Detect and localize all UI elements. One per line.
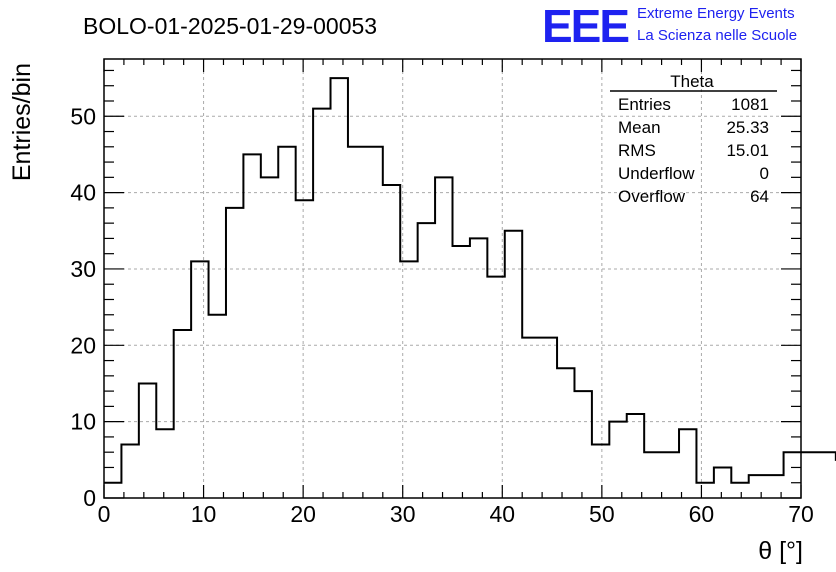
x-axis-label: θ [°] — [758, 537, 803, 565]
x-tick-label: 0 — [98, 501, 111, 527]
stats-box: Theta Entries 1081 Mean 25.33 RMS 15.01 Underf… — [610, 72, 777, 206]
y-axis-label: Entries/bin — [8, 63, 36, 181]
stats-label: RMS — [618, 141, 656, 160]
x-tick-label: 50 — [589, 501, 615, 527]
stats-rows: Entries 1081 Mean 25.33 RMS 15.01 Underflow 0 Ov… — [618, 95, 769, 206]
stats-value: 15.01 — [726, 141, 769, 160]
chart-title: BOLO-01-2025-01-29-00053 — [83, 13, 377, 39]
y-tick-label: 20 — [70, 332, 96, 358]
stats-value: 64 — [750, 187, 769, 206]
x-tick-labels: 0 10 20 30 40 50 60 70 — [98, 501, 814, 527]
x-tick-label: 20 — [290, 501, 316, 527]
plot-frame — [103, 58, 802, 499]
y-tick-label: 40 — [70, 180, 96, 206]
stats-value: 1081 — [731, 95, 769, 114]
x-tick-label: 40 — [489, 501, 515, 527]
y-tick-label: 10 — [70, 409, 96, 435]
axis-ticks — [103, 59, 802, 499]
logo-line-2: La Scienza nelle Scuole — [637, 27, 797, 44]
stats-label: Underflow — [618, 164, 695, 183]
y-tick-label: 50 — [70, 103, 96, 129]
stats-label: Overflow — [618, 187, 686, 206]
eee-logo-mark: EEE — [542, 0, 628, 52]
stats-label: Mean — [618, 118, 661, 137]
stats-value: 25.33 — [726, 118, 769, 137]
x-tick-label: 30 — [390, 501, 416, 527]
y-tick-label: 0 — [83, 485, 96, 511]
eee-logo: EEE Extreme Energy Events La Scienza nel… — [542, 0, 797, 52]
stats-label: Entries — [618, 95, 671, 114]
x-tick-label: 10 — [191, 501, 217, 527]
x-tick-label: 60 — [689, 501, 715, 527]
y-tick-labels: 0 10 20 30 40 50 — [70, 103, 96, 511]
logo-line-1: Extreme Energy Events — [637, 5, 795, 22]
y-tick-label: 30 — [70, 256, 96, 282]
x-tick-label: 70 — [788, 501, 814, 527]
stats-value: 0 — [760, 164, 769, 183]
stats-title: Theta — [670, 72, 714, 91]
